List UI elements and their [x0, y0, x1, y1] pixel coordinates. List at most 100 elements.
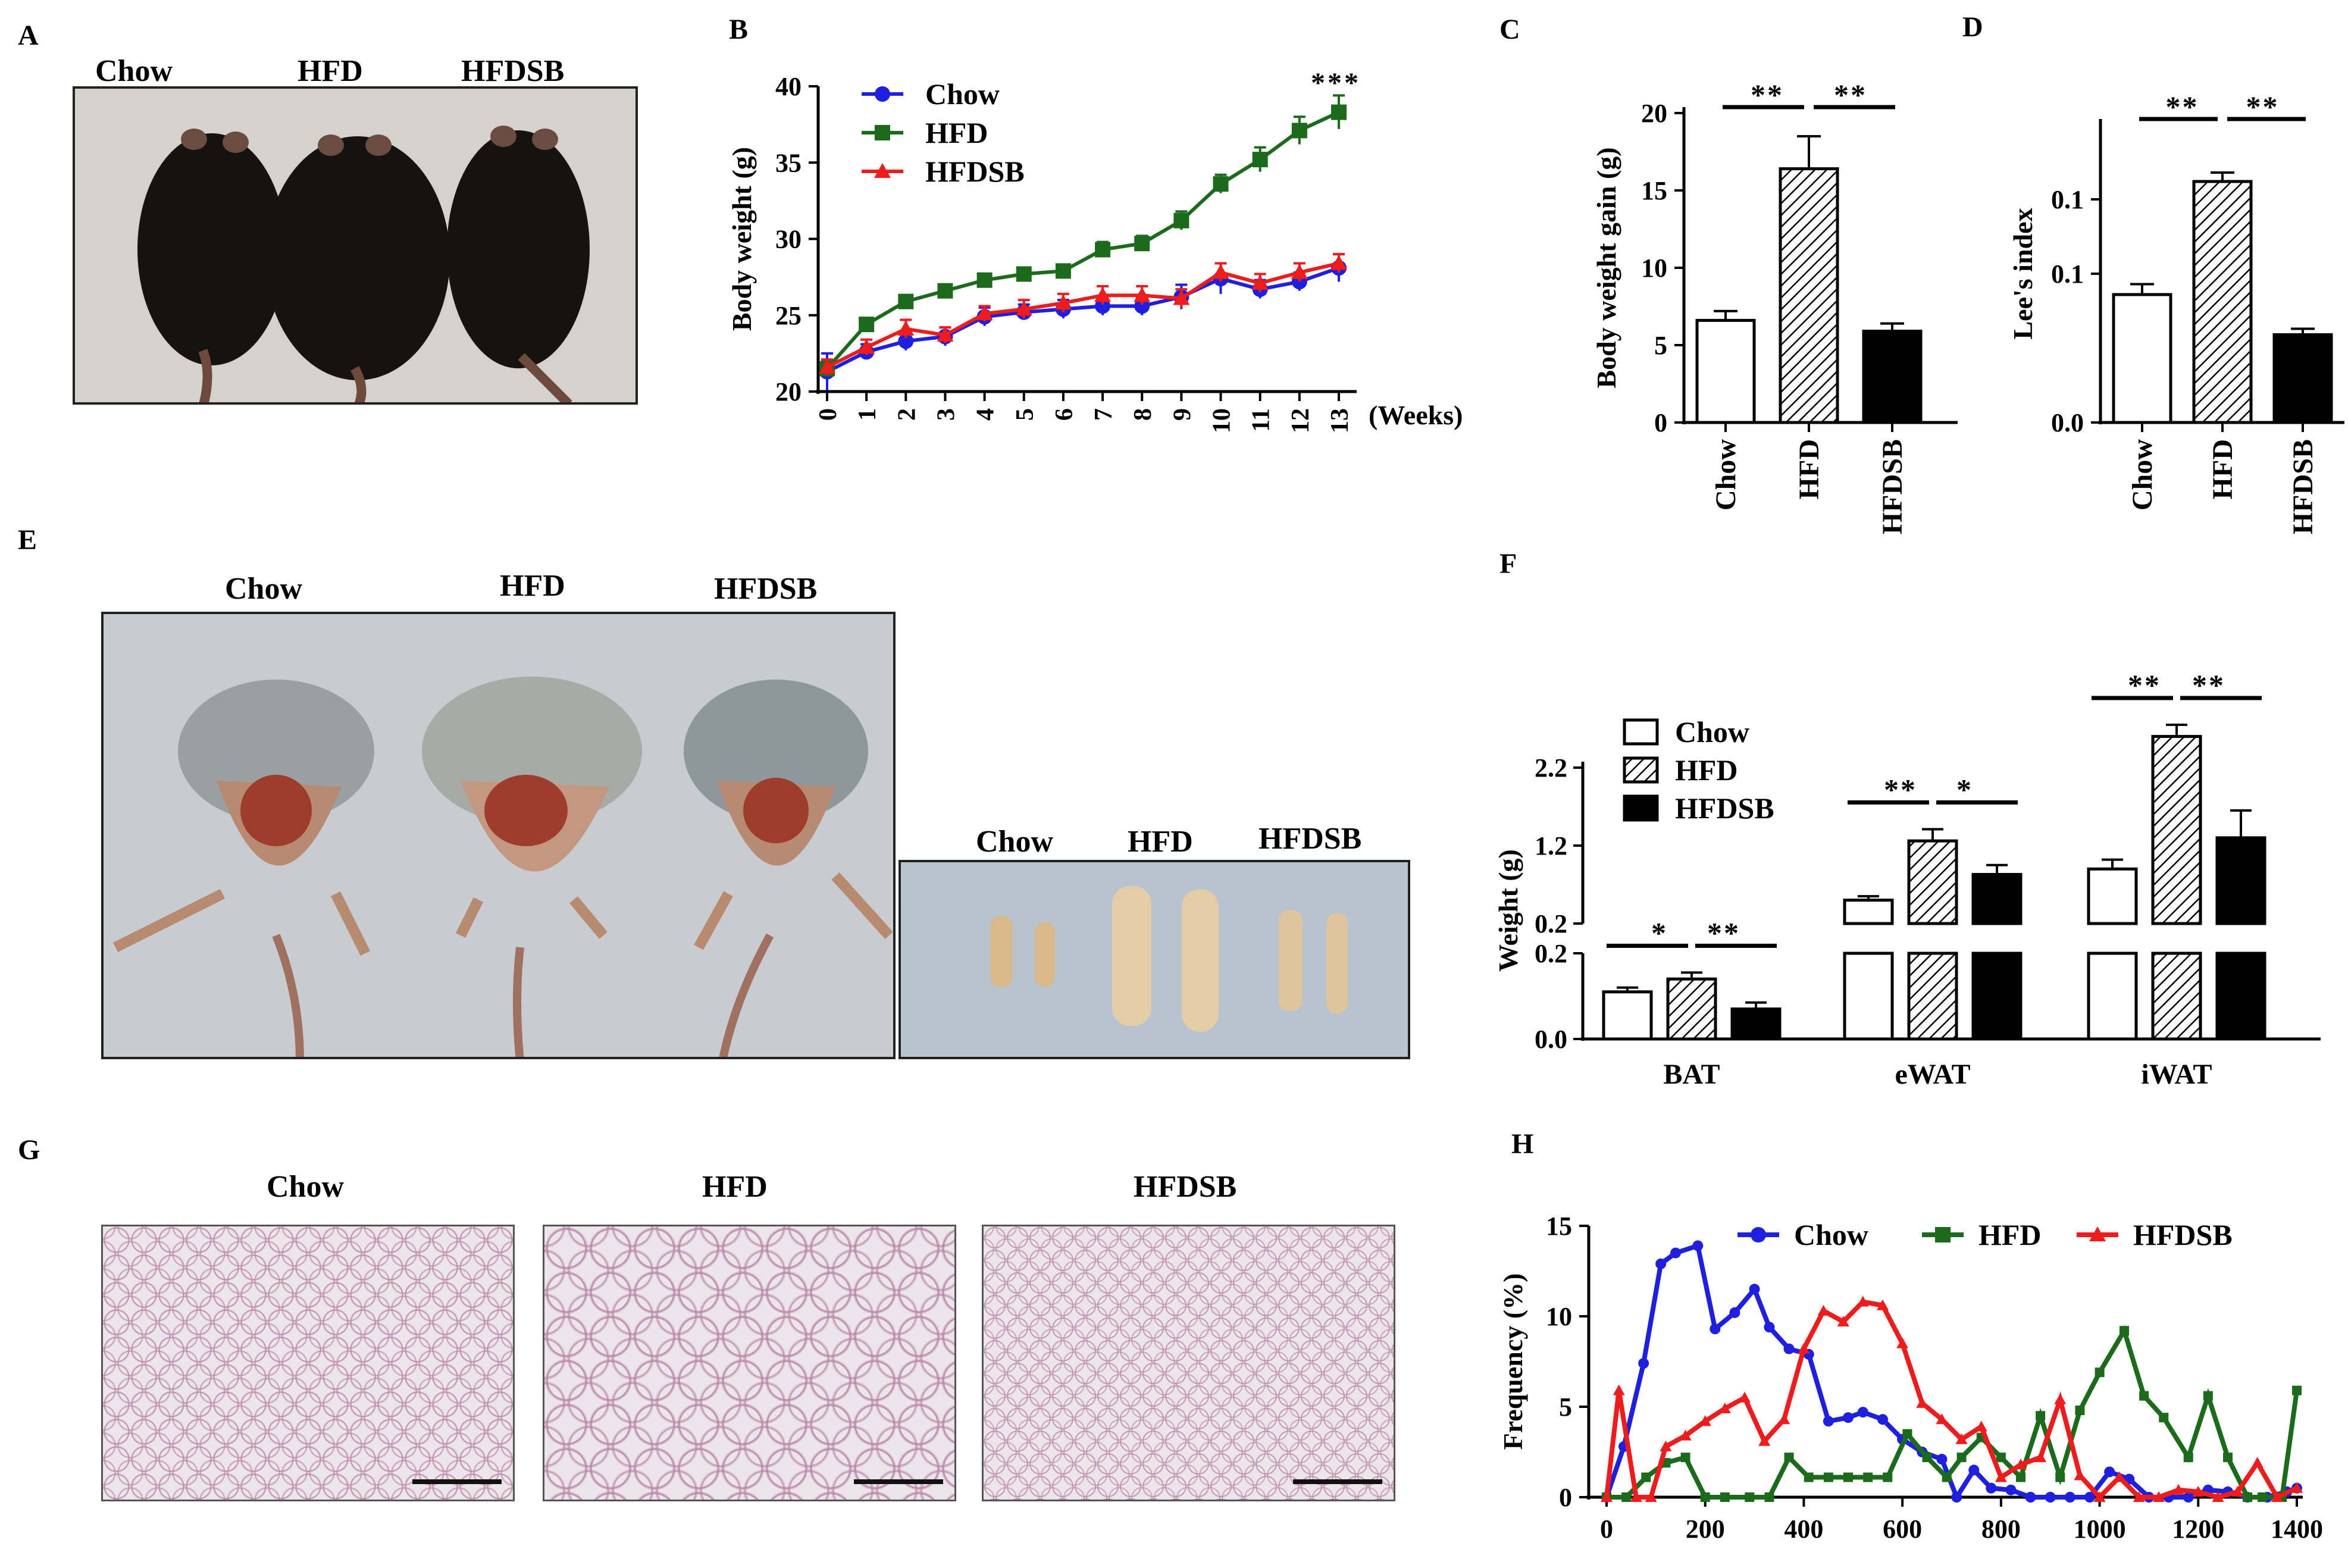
bar-bat-hfd [1666, 977, 1717, 1041]
data-point-hfd [1784, 1453, 1794, 1463]
data-point-hfdsb [2231, 1485, 2244, 1497]
x-tick-label: HFDSB [2287, 439, 2319, 534]
data-point-hfdsb [1134, 287, 1151, 302]
data-point-chow [1638, 1358, 1649, 1369]
legend-label-chow: Chow [925, 77, 1000, 111]
data-point-hfdsb [2172, 1484, 2185, 1495]
legend-marker-hfdsb [874, 163, 891, 178]
mice-illustration [137, 126, 590, 402]
bar-iwat-chow-upper [2087, 867, 2138, 925]
data-point-hfd [2243, 1492, 2253, 1502]
y-tick-label: 0 [1654, 408, 1667, 437]
data-point-hfdsb [1857, 1295, 1869, 1307]
data-point-chow [2183, 1492, 2194, 1503]
data-point-hfdsb [2074, 1469, 2086, 1481]
data-point-hfd [1922, 1453, 1932, 1463]
chart-d-lees-index: 0.0 0.1 0.1 Lee's index Chow HFD HFDSB ** ** [2008, 90, 2344, 534]
bar-ewat-hfd-upper [1907, 839, 1958, 925]
data-point-hfd [2203, 1391, 2213, 1401]
significance-label: ** [1751, 78, 1784, 111]
x-tick-label: 2 [893, 408, 921, 421]
data-point-hfdsb [1015, 301, 1032, 316]
chart-c-weight-gain: 0 5 10 15 20 Body weight gain (g) Chow HFD HFDSB… [1591, 78, 1958, 534]
data-point-hfdsb [1837, 1316, 1849, 1327]
dissected-mouse-chow [112, 680, 374, 1057]
y-axis-label: Frequency (%) [1498, 1273, 1528, 1450]
x-tick-label: 0 [1600, 1514, 1613, 1544]
data-point-hfdsb [1613, 1384, 1625, 1395]
y-tick-label: 0 [1559, 1483, 1572, 1512]
legend-marker-chow [1751, 1227, 1766, 1242]
dissected-mouse-hfdsb [684, 680, 893, 1057]
legend-label-hfd: HFD [1675, 753, 1738, 787]
data-point-hfd [898, 293, 914, 309]
y-tick-label: 0.0 [2051, 408, 2084, 437]
data-point-hfd [2258, 1492, 2267, 1502]
data-point-hfdsb [1601, 1491, 1613, 1502]
data-point-hfd [1996, 1453, 2006, 1463]
bar-iwat-hfdsb-lower [2215, 952, 2266, 1041]
data-point-hfdsb [897, 320, 915, 336]
data-point-chow [1823, 1416, 1834, 1427]
data-point-hfdsb [2093, 1491, 2106, 1502]
data-point-hfdsb [1995, 1471, 2007, 1482]
data-point-hfd [1823, 1472, 1833, 1482]
significance-label: ** [2128, 672, 2161, 702]
data-point-hfd [2075, 1406, 2085, 1416]
scale-bar-hfd [854, 1479, 943, 1484]
bar-hfdsb [2272, 333, 2333, 424]
panel-letter-g: G [18, 1134, 40, 1166]
y-tick-label: 35 [775, 148, 802, 177]
data-point-chow [1843, 1412, 1854, 1423]
data-point-hfdsb [1251, 274, 1269, 290]
x-category-label: BAT [1663, 1059, 1720, 1090]
mouse-hfdsb [447, 126, 590, 402]
bar-ewat-hfdsb-upper [1971, 872, 2023, 925]
data-point-hfdsb [2034, 1451, 2047, 1463]
data-point-chow [2104, 1466, 2115, 1478]
legend-marker-hfd [1935, 1227, 1951, 1242]
data-point-hfdsb [1955, 1433, 1968, 1444]
x-tick-label: 13 [1326, 408, 1354, 433]
data-point-chow [1877, 1414, 1888, 1425]
legend-label-hfdsb: HFDSB [2133, 1218, 2233, 1251]
data-point-chow [1749, 1284, 1760, 1295]
y-tick-label: 0.0 [1535, 1025, 1567, 1054]
data-point-hfd [1863, 1472, 1873, 1482]
y-tick-label: 15 [1546, 1212, 1572, 1241]
panel-e-label-chow: Chow [225, 572, 303, 606]
bar-iwat-chow-lower [2087, 952, 2138, 1041]
data-point-hfd [976, 272, 993, 288]
data-point-hfdsb [1212, 264, 1229, 279]
data-point-hfdsb [2054, 1393, 2067, 1404]
x-tick-label: 1000 [2074, 1514, 2126, 1544]
significance-label: *** [1311, 67, 1361, 99]
bar-iwat-hfd-lower [2151, 952, 2202, 1041]
x-category-label: eWAT [1895, 1059, 1970, 1090]
y-axis-label: Body weight gain (g) [1591, 147, 1621, 388]
data-point-hfd [2016, 1472, 2025, 1482]
data-point-hfd [1843, 1472, 1853, 1482]
data-point-hfdsb [1718, 1403, 1731, 1414]
data-point-hfdsb [1645, 1491, 1657, 1502]
x-tick-label: 9 [1169, 408, 1196, 421]
bar-hfdsb [1862, 330, 1923, 424]
y-tick-label: 2.2 [1535, 753, 1567, 783]
legend-label-chow: Chow [1675, 715, 1749, 749]
data-point-hfd [1134, 236, 1150, 252]
significance-label: * [1651, 916, 1668, 949]
data-point-hfd [1680, 1453, 1690, 1463]
data-point-hfdsb [2133, 1491, 2145, 1502]
data-point-hfdsb [2192, 1485, 2205, 1497]
data-point-hfdsb [1699, 1415, 1711, 1426]
panel-a-label-chow: Chow [95, 54, 173, 88]
data-point-hfdsb [819, 358, 835, 374]
bar-chow [2112, 293, 2172, 424]
data-point-chow [1936, 1454, 1948, 1465]
x-tick-label: 11 [1248, 408, 1275, 432]
bar-ewat-hfdsb-lower [1971, 952, 2023, 1041]
bar-hfd [1779, 167, 1839, 424]
fat-pad-chow-2 [1035, 922, 1055, 987]
